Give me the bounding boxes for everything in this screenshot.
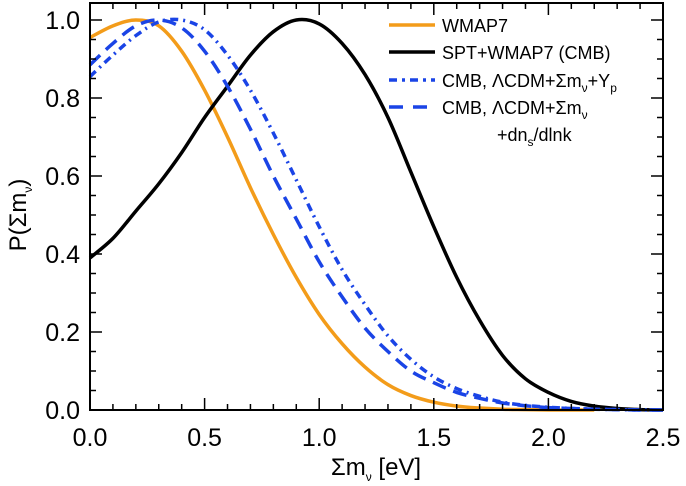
legend-text-main: CMB, ΛCDM+Σm bbox=[442, 71, 582, 91]
legend-text-main: WMAP7 bbox=[442, 16, 508, 36]
x-axis-title-sub: ν bbox=[366, 470, 372, 484]
series-line-3 bbox=[88, 17, 664, 412]
legend-label-1: WMAP7 bbox=[442, 16, 508, 36]
y-tick-label: 1.0 bbox=[45, 7, 80, 35]
y-axis-title-main: P(Σm bbox=[5, 193, 32, 252]
legend-text-sub: ν bbox=[582, 108, 588, 122]
legend-text-tail: +Y bbox=[588, 71, 611, 91]
y-tick-label: 0.2 bbox=[45, 319, 80, 347]
legend-text-sub: s bbox=[528, 135, 534, 149]
x-tick-label: 0.0 bbox=[73, 424, 108, 452]
legend-text-sub2: p bbox=[610, 81, 617, 95]
y-axis-title-sub: ν bbox=[21, 187, 35, 193]
legend-text-main: CMB, ΛCDM+Σm bbox=[442, 98, 582, 118]
legend-text-main: SPT+WMAP7 (CMB) bbox=[442, 43, 611, 63]
legend-text-sub: ν bbox=[582, 81, 588, 95]
x-tick-label: 1.0 bbox=[302, 424, 337, 452]
x-axis-title: Σmν [eV] bbox=[331, 454, 421, 484]
legend-label-4: CMB, ΛCDM+Σmν bbox=[442, 98, 588, 122]
legend-label-4: +dns/dlnk bbox=[497, 125, 573, 149]
y-axis-title: P(Σmν) bbox=[5, 179, 35, 252]
legend-label-3: CMB, ΛCDM+Σmν+Yp bbox=[442, 71, 617, 95]
series-line-4 bbox=[88, 18, 664, 412]
plot-frame bbox=[89, 2, 664, 411]
legend-label-2: SPT+WMAP7 (CMB) bbox=[442, 43, 611, 63]
x-axis-title-tail: [eV] bbox=[372, 454, 421, 481]
x-tick-label: 2.5 bbox=[646, 424, 681, 452]
y-tick-label: 0.8 bbox=[45, 85, 80, 113]
x-axis-title-main: Σm bbox=[331, 454, 366, 481]
y-tick-label: 0.6 bbox=[45, 163, 80, 191]
series-line-2 bbox=[88, 17, 664, 412]
axes-layer: 0.0 0.5 1.0 1.5 2.0 2.5 0.0 0.2 0.4 0.6 0.8 1.0 bbox=[45, 2, 681, 452]
legend-text-main: +dn bbox=[497, 125, 528, 145]
y-axis-title-close: ) bbox=[5, 179, 32, 187]
y-tick-label: 0.0 bbox=[45, 397, 80, 425]
legend-text-tail: /dlnk bbox=[534, 125, 573, 145]
x-tick-label: 0.5 bbox=[187, 424, 222, 452]
x-tick-label: 2.0 bbox=[531, 424, 566, 452]
x-tick-label: 1.5 bbox=[416, 424, 451, 452]
y-tick-label: 0.4 bbox=[45, 241, 80, 269]
